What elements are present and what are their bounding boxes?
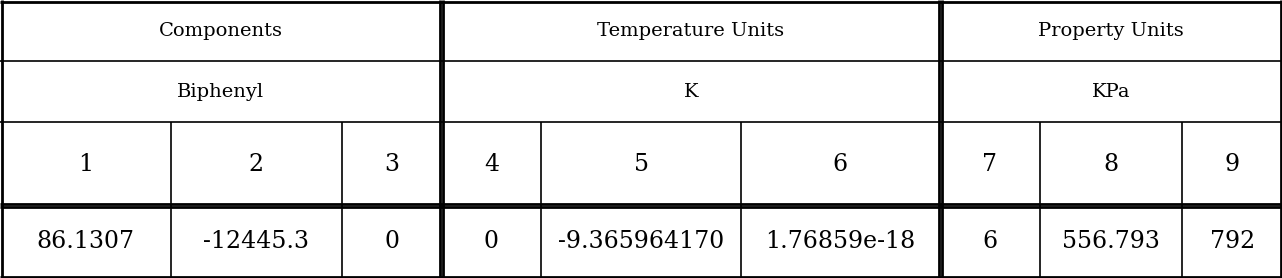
Text: 9: 9 bbox=[1224, 153, 1240, 175]
Text: -9.365964170: -9.365964170 bbox=[558, 230, 724, 253]
Text: 0: 0 bbox=[385, 230, 399, 253]
Text: 86.1307: 86.1307 bbox=[36, 230, 135, 253]
Text: K: K bbox=[683, 83, 699, 101]
Text: -12445.3: -12445.3 bbox=[204, 230, 309, 253]
Text: 4: 4 bbox=[483, 153, 499, 175]
Text: Temperature Units: Temperature Units bbox=[597, 22, 785, 39]
Text: 1: 1 bbox=[78, 153, 94, 175]
Text: 556.793: 556.793 bbox=[1061, 230, 1160, 253]
Text: Biphenyl: Biphenyl bbox=[177, 83, 264, 101]
Text: 0: 0 bbox=[483, 230, 499, 253]
Text: 792: 792 bbox=[1209, 230, 1255, 253]
Text: 5: 5 bbox=[633, 153, 649, 175]
Text: 1.76859e-18: 1.76859e-18 bbox=[765, 230, 915, 253]
Text: 2: 2 bbox=[249, 153, 264, 175]
Text: Property Units: Property Units bbox=[1038, 22, 1185, 39]
Text: 8: 8 bbox=[1104, 153, 1119, 175]
Text: KPa: KPa bbox=[1092, 83, 1131, 101]
Text: 6: 6 bbox=[833, 153, 847, 175]
Text: Components: Components bbox=[159, 22, 283, 39]
Text: 7: 7 bbox=[982, 153, 997, 175]
Text: 6: 6 bbox=[982, 230, 997, 253]
Text: 3: 3 bbox=[385, 153, 399, 175]
